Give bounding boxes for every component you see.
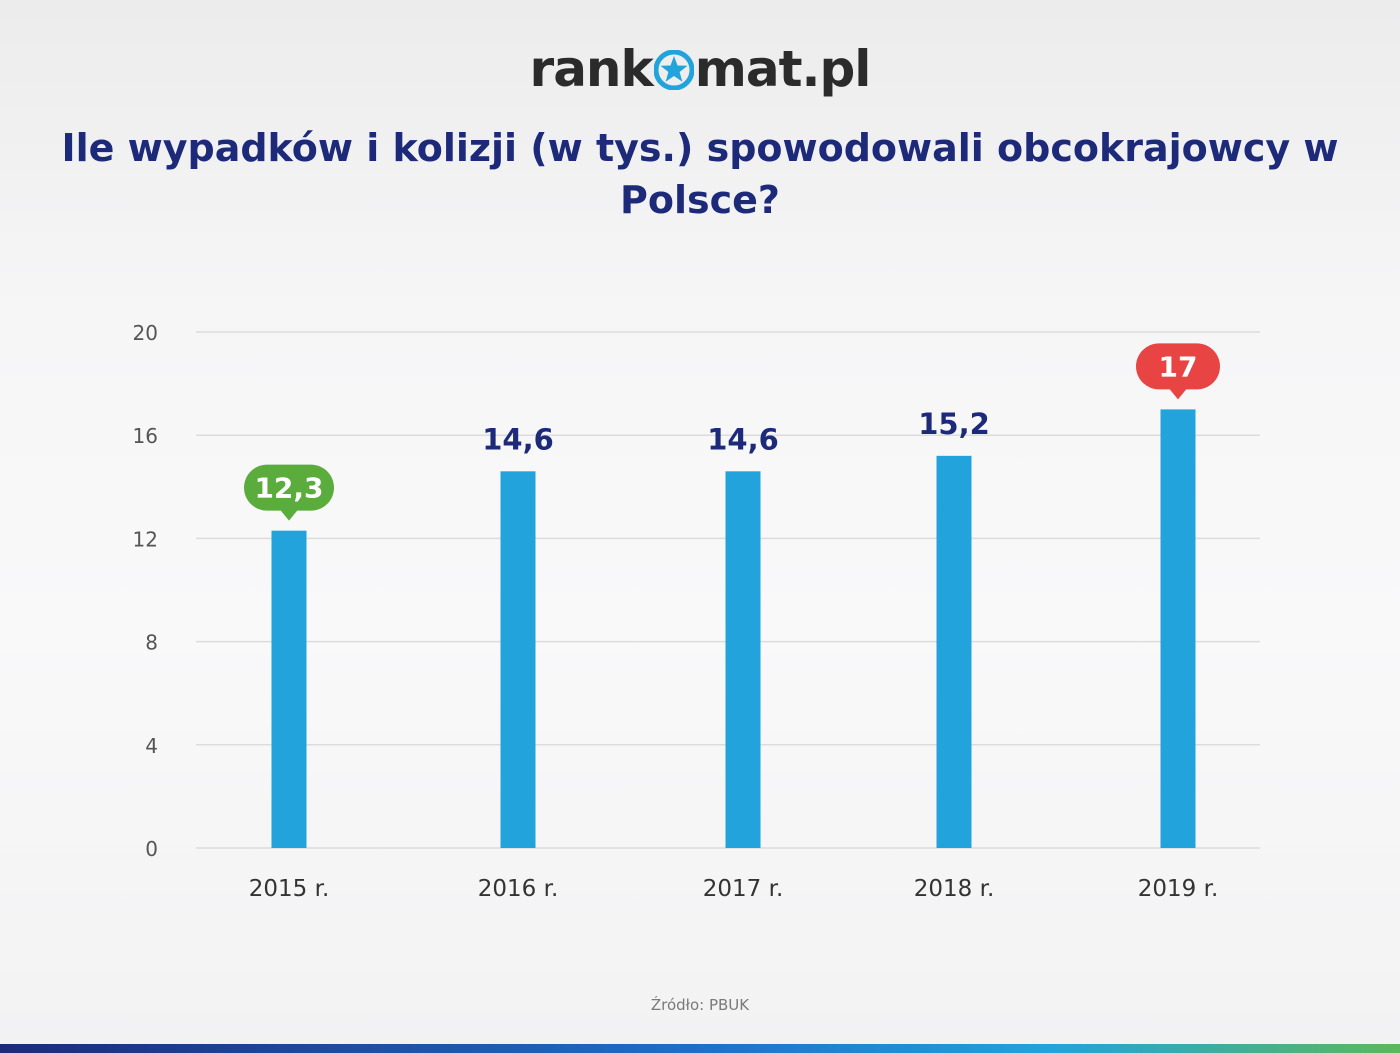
brand-logo-text-1: rank — [529, 40, 654, 98]
source-note: Źródło: PBUK — [650, 996, 750, 1014]
x-tick-label-4: 2019 r. — [1138, 876, 1219, 902]
chart-title: Ile wypadków i kolizji (w tys.) spowodow… — [61, 126, 1339, 222]
y-tick-label-0: 0 — [145, 837, 158, 861]
value-label-2: 14,6 — [707, 422, 779, 456]
value-label-3: 15,2 — [918, 407, 990, 441]
value-label-1: 14,6 — [482, 422, 554, 456]
bar-0 — [271, 530, 307, 848]
y-tick-label-16: 16 — [133, 424, 158, 448]
value-badge-4 — [1136, 343, 1220, 390]
y-tick-label-20: 20 — [133, 321, 158, 345]
bar-2 — [725, 471, 761, 848]
x-tick-label-0: 2015 r. — [249, 876, 330, 902]
bar-3 — [936, 455, 972, 848]
brand-logo: rank mat.pl — [0, 40, 1400, 98]
bottom-accent-bar — [0, 1044, 1400, 1053]
x-tick-label-1: 2016 r. — [478, 876, 559, 902]
value-label-4: 17 — [1159, 350, 1198, 383]
value-badge-0 — [244, 464, 334, 511]
y-tick-label-8: 8 — [145, 631, 158, 655]
bar-4 — [1160, 409, 1196, 848]
bar-1 — [500, 471, 536, 848]
value-badge-pointer-4 — [1169, 388, 1187, 400]
y-tick-label-12: 12 — [133, 527, 158, 551]
x-tick-label-2: 2017 r. — [703, 876, 784, 902]
star-icon — [653, 44, 695, 91]
value-label-0: 12,3 — [254, 472, 323, 505]
brand-logo-text-2: mat.pl — [694, 40, 872, 98]
y-tick-label-4: 4 — [145, 734, 158, 758]
value-badge-pointer-0 — [280, 509, 298, 521]
x-tick-label-3: 2018 r. — [914, 876, 995, 902]
